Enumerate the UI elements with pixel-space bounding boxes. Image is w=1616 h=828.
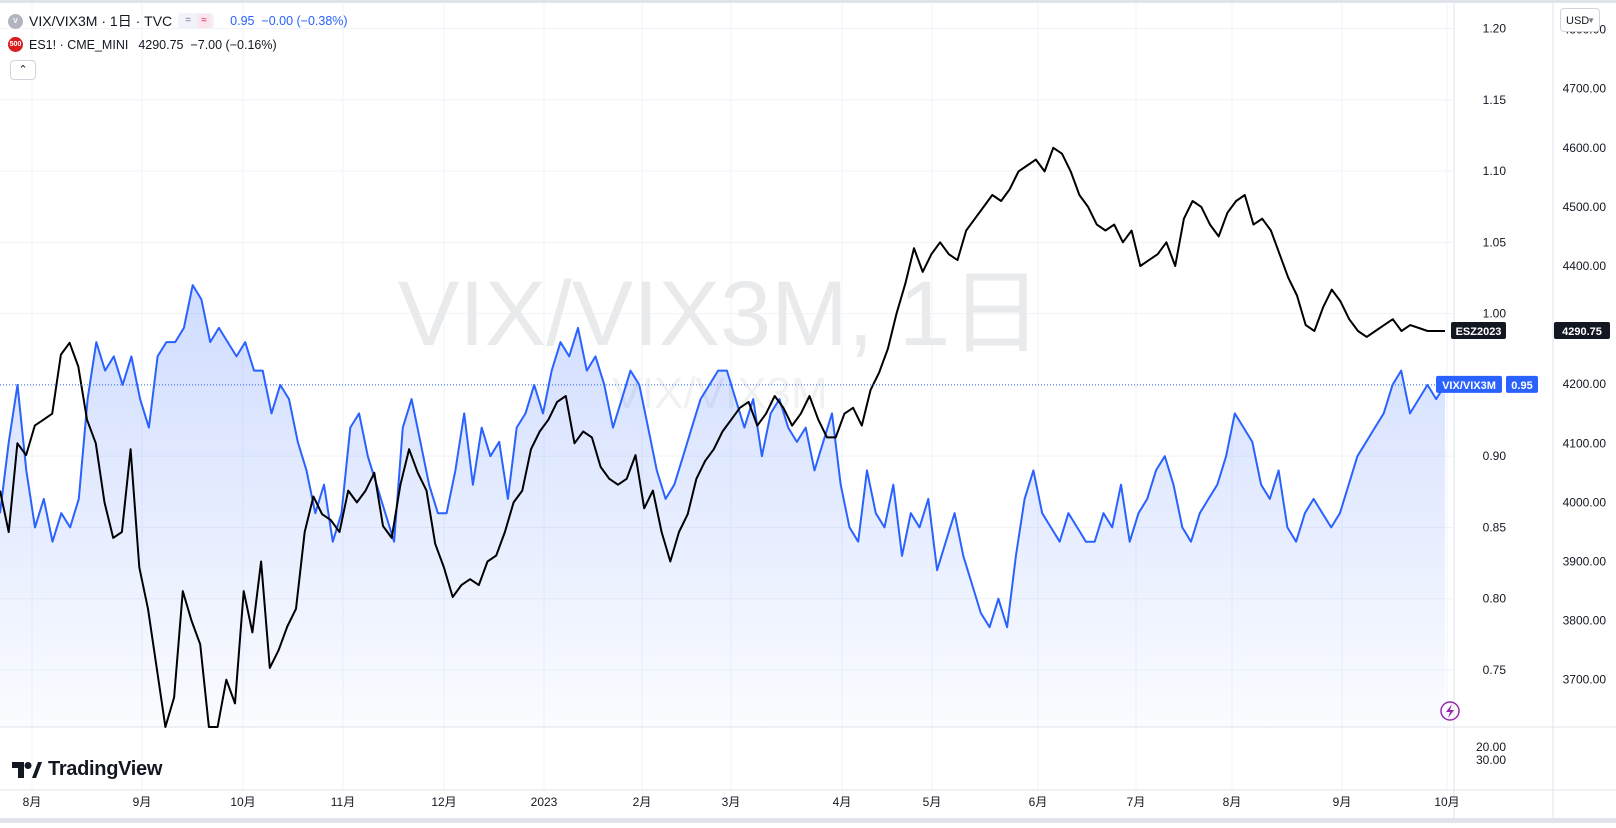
left-axis-tick-label: 1.05 [1483, 235, 1507, 249]
overlay-last-value-tag: 4290.75 [1562, 326, 1602, 338]
minus-icon[interactable]: = [185, 15, 192, 26]
collapse-legend-button[interactable]: ⌃ [10, 60, 36, 80]
main-last-value-tag-bg [1506, 375, 1538, 393]
overlay-title[interactable]: ES1! · CME_MINI [29, 37, 129, 52]
x-axis-tick-label: 8月 [23, 795, 42, 809]
wave-icon[interactable]: ≈ [197, 14, 212, 28]
volume-axis-tick-label: 20.00 [1476, 740, 1506, 754]
lightning-icon[interactable] [1440, 701, 1460, 721]
x-axis-tick-label: 11月 [331, 795, 355, 809]
left-axis-tick-label: 1.10 [1483, 164, 1507, 178]
right-axis-tick-label: 3700.00 [1563, 673, 1607, 687]
chevron-down-icon: ▼ [1587, 16, 1595, 25]
top-edge [0, 0, 1616, 3]
bottom-edge [0, 818, 1616, 823]
overlay-values: 4290.75 −7.00 (−0.16%) [138, 37, 277, 52]
overlay-symbol-legend[interactable]: 500 ES1! · CME_MINI 4290.75 −7.00 (−0.16… [8, 37, 277, 52]
main-series-line [0, 284, 1446, 629]
symbol-logo-icon: V [8, 13, 23, 29]
main-symbol-legend[interactable]: V VIX/VIX3M · 1日 · TVC = ≈ 0.95 −0.00 (−… [8, 11, 348, 31]
series-style-pill[interactable]: = ≈ [178, 13, 215, 29]
x-axis-tick-label: 7月 [1127, 795, 1146, 809]
right-axis-tick-label: 4200.00 [1563, 377, 1607, 391]
x-axis-tick-label: 6月 [1029, 795, 1048, 809]
left-axis-tick-label: 1.00 [1483, 307, 1507, 321]
right-axis-tick-label: 3900.00 [1563, 555, 1607, 569]
tradingview-logo[interactable]: TradingView [12, 758, 162, 781]
left-axis-tick-label: 0.75 [1483, 663, 1507, 677]
x-axis-tick-label: 4月 [833, 795, 852, 809]
right-axis-tick-label: 4400.00 [1563, 259, 1607, 273]
left-axis-tick-label: 0.90 [1483, 449, 1507, 463]
chevron-up-icon: ⌃ [18, 64, 28, 76]
currency-label: USD [1566, 15, 1590, 27]
main-series-name-tag: VIX/VIX3M [1442, 380, 1496, 392]
x-axis-tick-label: 2月 [633, 795, 652, 809]
symbol-title[interactable]: VIX/VIX3M · 1日 · TVC [29, 13, 173, 29]
volume-axis-tick-label: 30.00 [1476, 753, 1506, 767]
x-axis-tick-label: 3月 [722, 795, 741, 809]
series-layer [0, 146, 1453, 728]
overlay-last-value-tag-bg [1554, 321, 1610, 339]
label-layer: ESZ2023 4290.75 VIX/VIX3M 0.95 [1436, 321, 1610, 393]
right-axis-tick-label: 4600.00 [1563, 141, 1607, 155]
main-series-values: 0.95 −0.00 (−0.38%) [230, 14, 348, 28]
left-axis-tick-label: 1.20 [1483, 22, 1507, 36]
overlay-series-line [0, 146, 1445, 728]
x-axis-tick-label: 5月 [923, 795, 942, 809]
watermark-title: VIX/VIX3M, 1日 [398, 263, 1042, 365]
x-axis-tick-label: 2023 [531, 795, 558, 809]
currency-selector[interactable]: USD ▼ [1560, 8, 1600, 32]
main-last-value-tag: 0.95 [1511, 380, 1532, 392]
right-axis-tick-label: 4000.00 [1563, 495, 1607, 509]
brand-name: TradingView [48, 758, 163, 780]
left-axis-tick-label: 1.15 [1483, 93, 1507, 107]
x-axis-tick-label: 12月 [431, 795, 456, 809]
right-axis-tick-label: 4100.00 [1563, 436, 1607, 450]
overlay-series-name-tag-bg [1451, 321, 1506, 339]
left-axis-tick-label: 0.85 [1483, 520, 1507, 534]
main-series-name-tag-bg [1436, 375, 1502, 393]
tradingview-mark-icon [12, 761, 42, 778]
left-axis-tick-label: 0.80 [1483, 592, 1507, 606]
right-axis-tick-label: 4700.00 [1563, 82, 1607, 96]
main-series-area [0, 285, 1445, 727]
x-axis-tick-label: 10月 [1434, 795, 1459, 809]
overlay-series-name-tag: ESZ2023 [1456, 326, 1502, 338]
x-axis-tick-label: 9月 [1333, 795, 1352, 809]
x-axis-tick-label: 9月 [133, 795, 152, 809]
right-axis-tick-label: 4500.00 [1563, 200, 1607, 214]
x-axis-tick-label: 8月 [1223, 795, 1242, 809]
overlay-logo-icon: 500 [8, 37, 23, 52]
x-axis-tick-label: 10月 [230, 795, 255, 809]
right-axis-tick-label: 3800.00 [1563, 614, 1607, 628]
